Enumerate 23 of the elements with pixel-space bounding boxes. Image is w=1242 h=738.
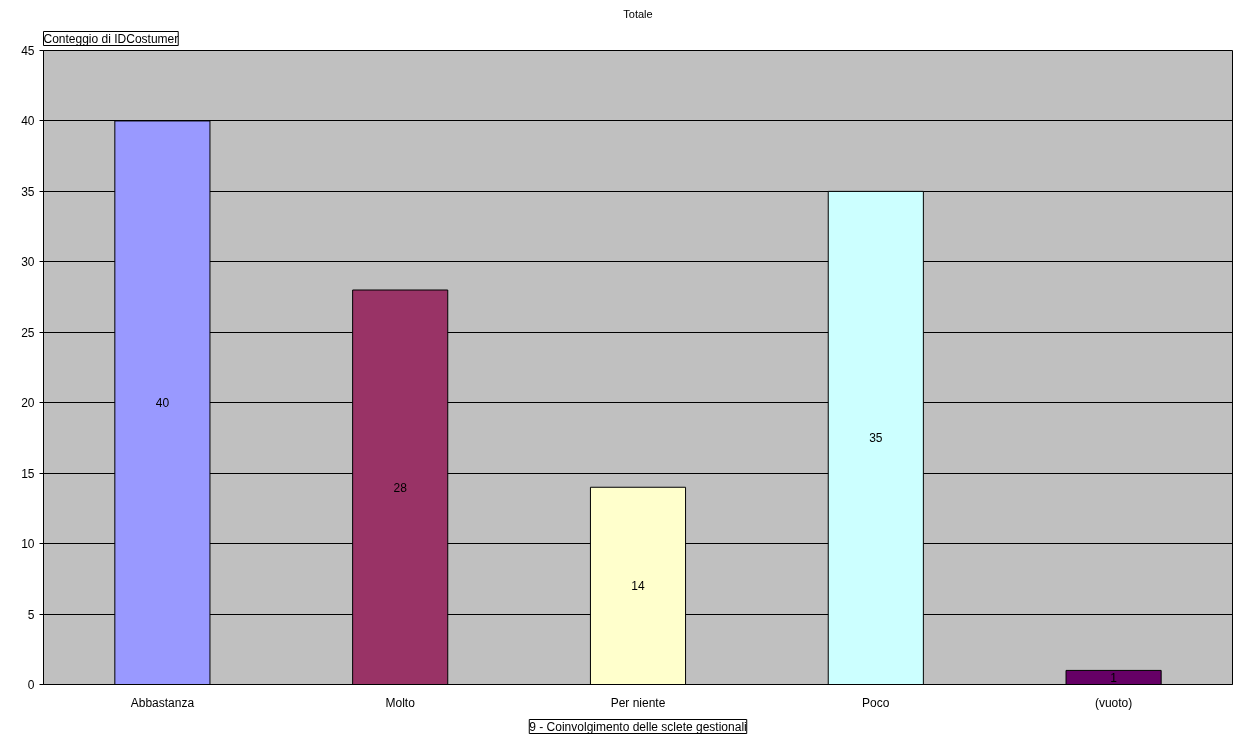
y-tick-label: 35	[21, 184, 35, 199]
x-tick-label: Poco	[862, 695, 890, 710]
y-tick-label: 10	[21, 537, 35, 552]
y-tick-label: 5	[27, 607, 35, 622]
y-tick-label: 30	[21, 255, 35, 270]
y-axis-title: Conteggio di IDCostumer	[43, 31, 179, 46]
y-tick-label: 0	[27, 678, 35, 692]
x-tick-label: Molto	[385, 695, 416, 710]
data-label: 35	[869, 431, 883, 446]
x-axis-title: 9 - Coinvolgimento delle sclete gestionali	[529, 719, 747, 734]
data-label: 28	[393, 480, 408, 495]
x-tick-label: (vuoto)	[1094, 695, 1133, 710]
y-tick-label: 20	[21, 396, 35, 411]
x-tick-label: Per niente	[610, 695, 666, 710]
y-tick-label: 45	[21, 44, 35, 58]
chart-title: Totale	[623, 7, 653, 20]
data-label: 14	[631, 579, 645, 594]
y-tick-label: 40	[21, 114, 35, 129]
y-tick-label: 15	[21, 466, 35, 481]
data-label: 1	[1110, 670, 1118, 685]
data-label: 40	[155, 396, 170, 411]
x-tick-label: Abbastanza	[130, 695, 195, 710]
y-tick-label: 25	[21, 325, 35, 340]
